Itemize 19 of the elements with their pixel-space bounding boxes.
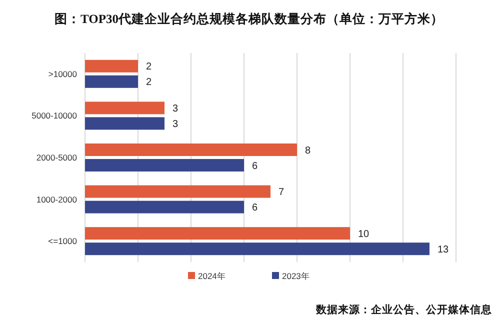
data-label: 7 — [278, 187, 284, 198]
data-label: 8 — [305, 145, 311, 156]
data-label: 3 — [172, 103, 178, 114]
y-tick: 2000-5000 — [36, 152, 77, 162]
source-note: 数据来源：企业公告、公开媒体信息 — [315, 303, 493, 316]
legend-label: 2023年 — [282, 271, 310, 281]
y-tick: 1000-2000 — [36, 194, 77, 204]
title: 图：TOP30代建企业合约总规模各梯队数量分布（单位：万平方米） — [54, 12, 444, 26]
y-tick: 5000-10000 — [32, 110, 77, 121]
data-label: 6 — [252, 160, 258, 172]
data-label: 2 — [146, 77, 152, 88]
y-tick: >10000 — [48, 68, 77, 79]
legend-label: 2024年 — [198, 271, 226, 281]
y-tick: <=1000 — [48, 236, 77, 246]
data-label: 10 — [358, 228, 370, 240]
data-label: 6 — [252, 202, 258, 214]
data-label: 3 — [172, 118, 178, 130]
data-label: 2 — [146, 62, 152, 73]
data-label: 13 — [438, 244, 450, 256]
